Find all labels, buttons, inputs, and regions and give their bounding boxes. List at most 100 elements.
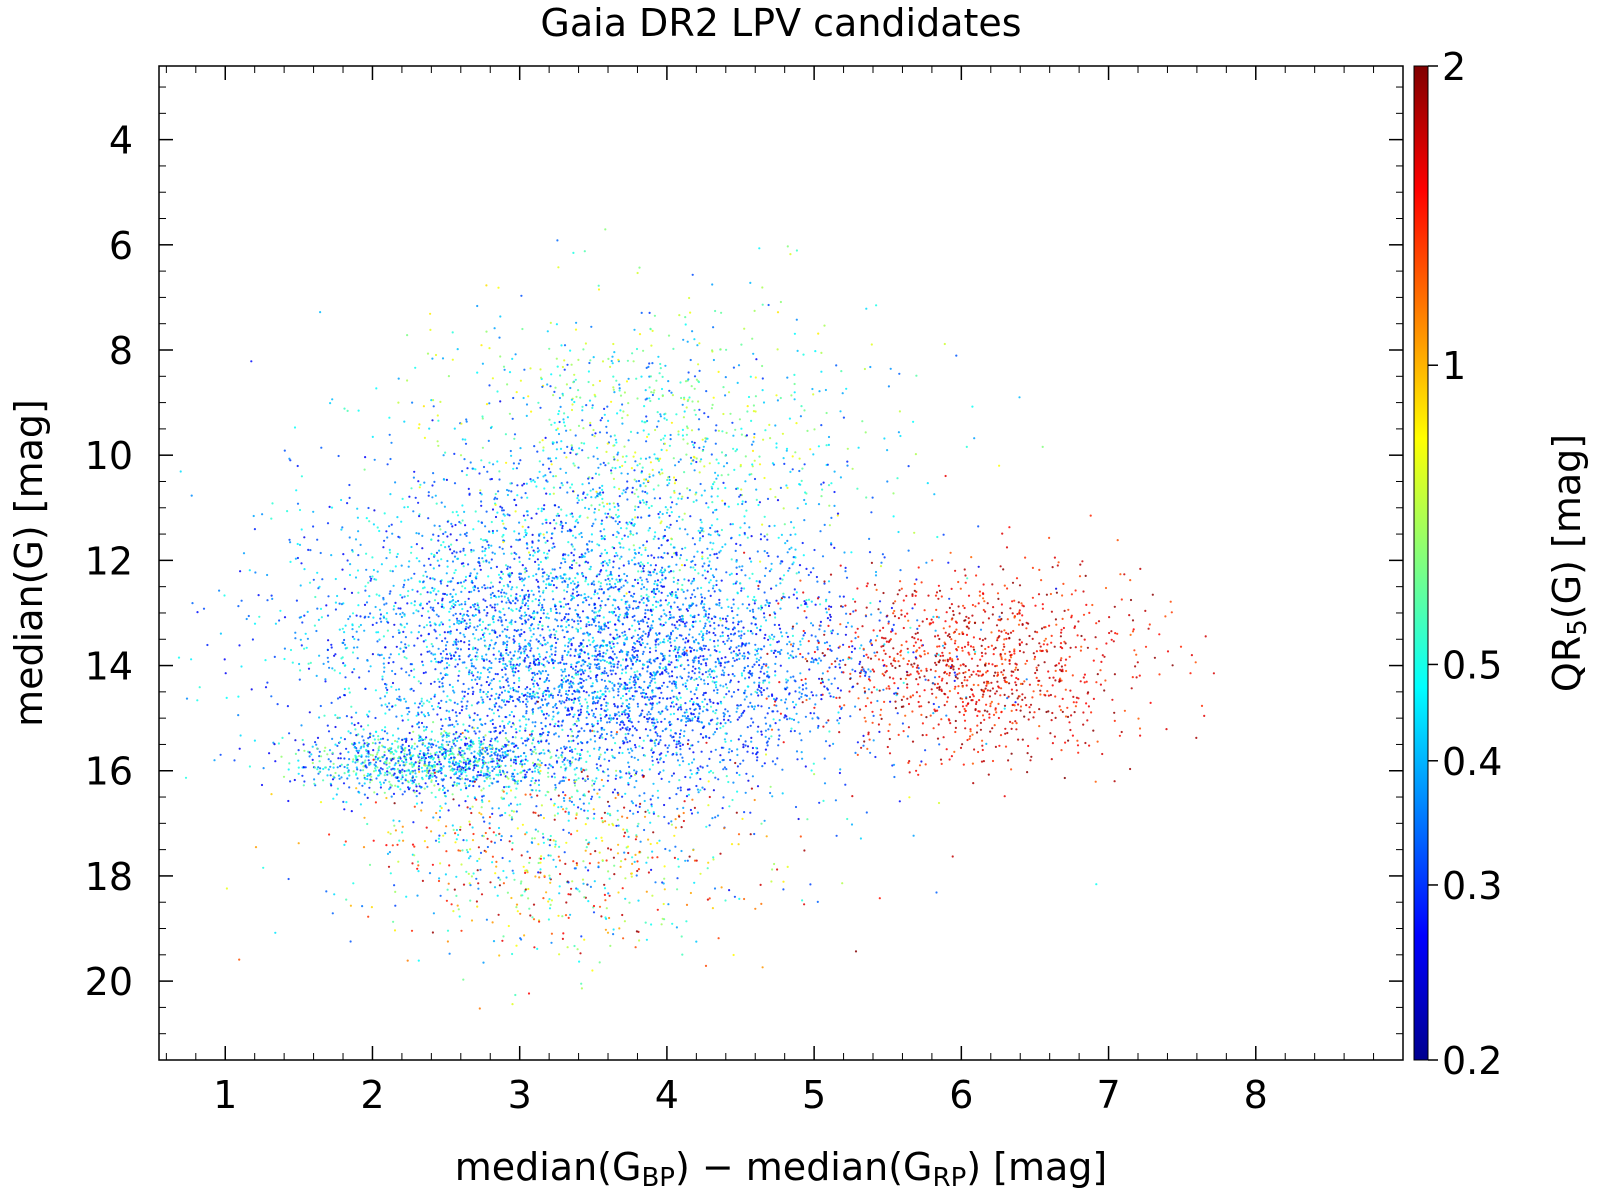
scatter-point <box>408 495 411 498</box>
scatter-point <box>567 819 570 822</box>
scatter-point <box>781 635 784 638</box>
scatter-point <box>364 589 367 592</box>
scatter-point <box>202 607 206 610</box>
scatter-point <box>690 462 693 465</box>
scatter-point <box>410 545 413 549</box>
scatter-point <box>825 611 828 614</box>
scatter-point <box>578 960 581 963</box>
scatter-point <box>1039 693 1042 696</box>
scatter-point <box>677 648 680 651</box>
scatter-point <box>395 555 398 559</box>
scatter-point <box>440 582 443 585</box>
scatter-point <box>394 739 397 743</box>
scatter-point <box>1046 643 1049 646</box>
scatter-point <box>925 561 928 564</box>
scatter-point <box>604 738 607 741</box>
scatter-point <box>779 582 782 585</box>
scatter-point <box>461 614 464 617</box>
scatter-point <box>799 643 802 646</box>
scatter-point <box>938 688 941 691</box>
scatter-point <box>438 760 441 763</box>
scatter-point <box>860 644 863 647</box>
scatter-point <box>1040 579 1043 582</box>
scatter-point <box>413 572 416 575</box>
scatter-point <box>775 704 778 707</box>
scatter-point <box>586 883 589 886</box>
scatter-point <box>469 606 472 609</box>
scatter-point <box>549 457 552 460</box>
scatter-point <box>614 520 617 523</box>
scatter-point <box>613 598 616 601</box>
scatter-point <box>670 421 674 424</box>
scatter-point <box>581 685 584 688</box>
scatter-point <box>1043 661 1046 664</box>
scatter-point <box>489 604 492 607</box>
scatter-point <box>664 754 668 757</box>
scatter-point <box>794 548 797 551</box>
scatter-point <box>874 574 878 577</box>
scatter-point <box>753 477 757 481</box>
scatter-point <box>531 721 534 724</box>
scatter-point <box>513 650 517 653</box>
scatter-point <box>538 766 541 769</box>
scatter-point <box>383 539 386 542</box>
scatter-point <box>472 872 475 875</box>
scatter-point <box>405 753 409 756</box>
scatter-point <box>490 694 493 697</box>
scatter-point <box>725 348 728 351</box>
scatter-point <box>511 686 515 690</box>
scatter-point <box>897 660 900 663</box>
scatter-point <box>523 769 526 772</box>
scatter-point <box>958 711 961 714</box>
scatter-point <box>661 881 664 884</box>
scatter-point <box>464 438 467 441</box>
scatter-point <box>651 393 655 397</box>
scatter-point <box>346 764 349 767</box>
scatter-point <box>596 730 599 733</box>
scatter-point <box>886 449 889 452</box>
scatter-point <box>415 795 418 798</box>
scatter-point <box>523 650 526 653</box>
scatter-point <box>561 779 564 783</box>
scatter-point <box>612 933 615 936</box>
scatter-point <box>959 664 962 667</box>
scatter-point <box>540 662 543 666</box>
scatter-point <box>462 723 465 726</box>
scatter-point <box>755 660 758 664</box>
scatter-point <box>717 937 720 940</box>
scatter-point <box>551 579 554 583</box>
scatter-point <box>808 668 811 671</box>
scatter-point <box>936 634 940 637</box>
scatter-point <box>586 516 589 519</box>
scatter-point <box>654 457 658 460</box>
scatter-point <box>477 606 480 609</box>
scatter-point <box>540 751 543 755</box>
scatter-point <box>678 619 681 622</box>
scatter-point <box>663 612 666 616</box>
scatter-point <box>762 663 765 666</box>
scatter-point <box>958 612 961 615</box>
scatter-point <box>568 607 571 610</box>
scatter-point <box>746 685 749 688</box>
scatter-point <box>838 595 842 598</box>
scatter-point <box>618 714 621 718</box>
scatter-point <box>638 745 641 748</box>
scatter-point <box>430 830 433 833</box>
scatter-point <box>455 638 458 641</box>
scatter-point <box>581 419 584 422</box>
scatter-point <box>1060 628 1063 631</box>
scatter-point <box>487 575 490 578</box>
scatter-point <box>582 639 585 642</box>
scatter-point <box>753 602 756 605</box>
scatter-point <box>558 892 561 895</box>
scatter-point <box>713 590 716 593</box>
scatter-point <box>433 695 436 698</box>
scatter-point <box>535 638 538 641</box>
scatter-point <box>415 714 418 717</box>
scatter-point <box>571 515 574 518</box>
scatter-point <box>595 837 598 840</box>
scatter-point <box>552 492 555 495</box>
scatter-point <box>984 664 987 667</box>
scatter-point <box>1038 725 1041 728</box>
scatter-point <box>527 897 530 900</box>
